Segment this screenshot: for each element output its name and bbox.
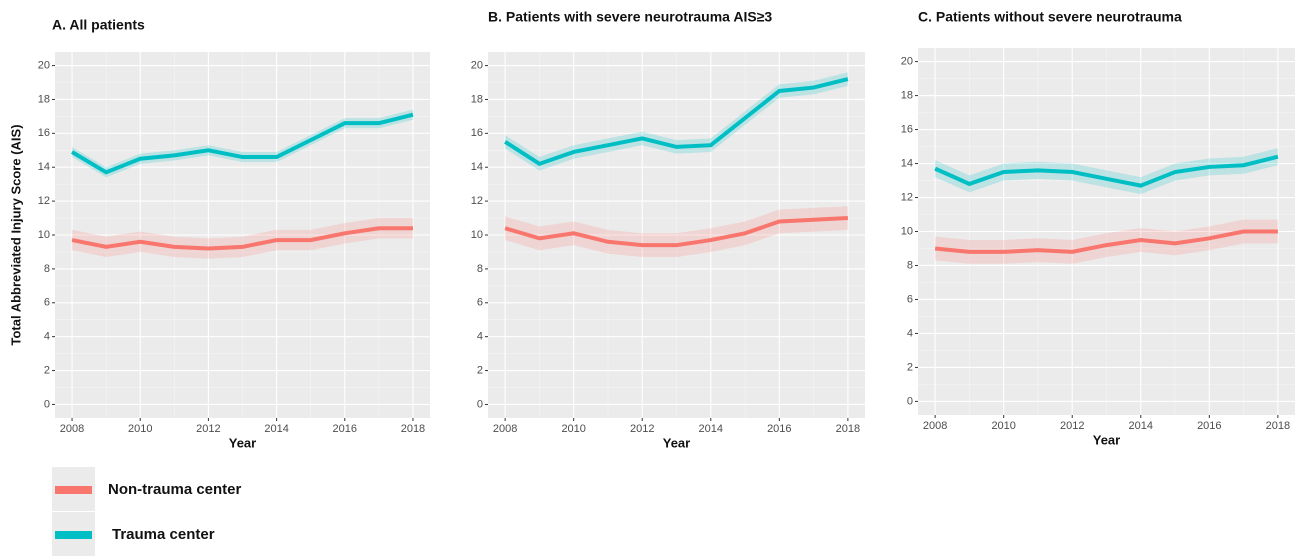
confidence-band [72, 218, 413, 259]
legend-label: Trauma center [112, 526, 215, 543]
y-tick-label: 12 [471, 195, 483, 207]
x-tick-label: 2008 [923, 420, 947, 432]
x-tick-label: 2008 [60, 423, 84, 435]
y-tick-label: 16 [901, 123, 913, 135]
series-line [71, 226, 413, 251]
x-tick-label: 2010 [128, 423, 152, 435]
y-tick-label: 10 [901, 225, 913, 237]
y-tick-label: 4 [44, 331, 50, 343]
y-tick-label: 18 [471, 93, 483, 105]
y-tick-label: 8 [907, 259, 913, 271]
y-tick-label: 6 [44, 297, 50, 309]
y-tick-label: 4 [907, 327, 913, 339]
y-tick-label: 14 [38, 161, 50, 173]
y-axis-label: Total Abbreviated Injury Score (AIS) [8, 124, 23, 345]
confidence-band [505, 206, 848, 258]
y-tick-label: 2 [907, 361, 913, 373]
y-tick-label: 16 [471, 127, 483, 139]
x-tick-label: 2014 [699, 423, 723, 435]
y-tick-label: 0 [477, 398, 483, 410]
x-tick-label: 2018 [401, 423, 425, 435]
chart-title: B. Patients with severe neurotrauma AIS≥… [488, 9, 772, 25]
x-tick-label: 2016 [333, 423, 357, 435]
y-tick-label: 2 [44, 364, 50, 376]
x-axis-label: Year [1093, 432, 1120, 447]
y-tick-label: 0 [44, 398, 50, 410]
x-tick-label: 2016 [1197, 420, 1221, 432]
x-tick-label: 2016 [767, 423, 791, 435]
x-tick-label: 2010 [991, 420, 1015, 432]
x-tick-label: 2012 [196, 423, 220, 435]
series-line [71, 112, 414, 175]
x-axis-label: Year [229, 435, 256, 450]
series-line [504, 216, 848, 248]
confidence-band [72, 109, 413, 178]
x-tick-label: 2018 [1266, 420, 1290, 432]
y-tick-label: 12 [38, 195, 50, 207]
chart-title: A. All patients [52, 17, 145, 33]
x-tick-label: 2012 [1060, 420, 1084, 432]
confidence-band [935, 148, 1278, 195]
y-tick-label: 18 [901, 89, 913, 101]
y-tick-label: 20 [471, 59, 483, 71]
x-axis-label: Year [663, 435, 690, 450]
x-tick-label: 2010 [561, 423, 585, 435]
legend-label: Non-trauma center [108, 481, 242, 498]
y-tick-label: 6 [907, 293, 913, 305]
y-tick-label: 12 [901, 191, 913, 203]
y-tick-label: 8 [44, 263, 50, 275]
y-tick-label: 10 [471, 229, 483, 241]
y-tick-label: 0 [907, 395, 913, 407]
x-tick-label: 2014 [1129, 420, 1153, 432]
x-tick-label: 2012 [630, 423, 654, 435]
y-tick-label: 20 [38, 59, 50, 71]
y-tick-label: 14 [471, 161, 483, 173]
y-tick-label: 10 [38, 229, 50, 241]
series-line [504, 77, 849, 167]
y-tick-label: 8 [477, 263, 483, 275]
chart-title: C. Patients without severe neurotrauma [918, 9, 1182, 25]
series-line [934, 154, 1279, 188]
y-tick-label: 4 [477, 331, 483, 343]
y-tick-label: 2 [477, 364, 483, 376]
series-line [934, 229, 1278, 254]
y-tick-label: 6 [477, 297, 483, 309]
x-tick-label: 2018 [836, 423, 860, 435]
x-tick-label: 2014 [264, 423, 288, 435]
y-tick-label: 14 [901, 157, 913, 169]
y-tick-label: 18 [38, 93, 50, 105]
confidence-band [505, 72, 848, 171]
x-tick-label: 2008 [493, 423, 517, 435]
y-tick-label: 16 [38, 127, 50, 139]
y-tick-label: 20 [901, 55, 913, 67]
